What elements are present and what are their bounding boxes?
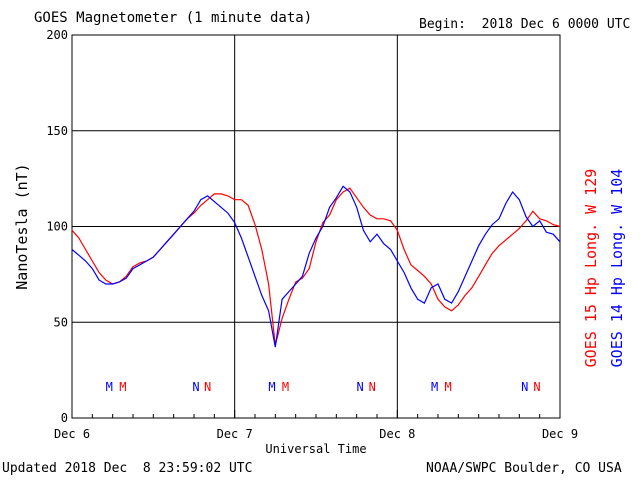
begin-time: Begin: 2018 Dec 6 0000 UTC (419, 17, 631, 32)
series-line-goes15 (71, 187, 561, 346)
x-tick-label: Dec 9 (542, 427, 578, 441)
x-axis-label: Universal Time (265, 442, 366, 456)
x-tick-label: Dec 6 (54, 427, 90, 441)
marker-n: N (204, 380, 211, 394)
y-tick-label: 150 (46, 124, 68, 138)
y-axis-label: NanoTesla (nT) (13, 163, 31, 289)
credit-line: NOAA/SWPC Boulder, CO USA (426, 461, 622, 476)
updated-time: Updated 2018 Dec 8 23:59:02 UTC (2, 461, 253, 476)
series-line-goes14 (71, 185, 561, 348)
marker-m: M (431, 380, 438, 394)
marker-m: M (445, 380, 452, 394)
y-tick-label: 100 (46, 220, 68, 234)
legend-goes15: GOES 15 Hp Long. W 129 (582, 169, 600, 368)
x-tick-label: Dec 8 (379, 427, 415, 441)
marker-m: M (268, 380, 275, 394)
marker-m: M (106, 380, 113, 394)
marker-m: M (119, 380, 126, 394)
marker-n: N (533, 380, 540, 394)
legend-goes14: GOES 14 Hp Long. W 104 (608, 169, 626, 368)
marker-n: N (356, 380, 363, 394)
chart-title: GOES Magnetometer (1 minute data) (34, 10, 313, 26)
marker-n: N (192, 380, 199, 394)
marker-n: N (369, 380, 376, 394)
marker-m: M (282, 380, 289, 394)
x-tick-label: Dec 7 (217, 427, 253, 441)
y-tick-label: 0 (61, 411, 68, 425)
y-tick-label: 50 (54, 315, 68, 329)
y-tick-label: 200 (46, 28, 68, 42)
marker-n: N (521, 380, 528, 394)
